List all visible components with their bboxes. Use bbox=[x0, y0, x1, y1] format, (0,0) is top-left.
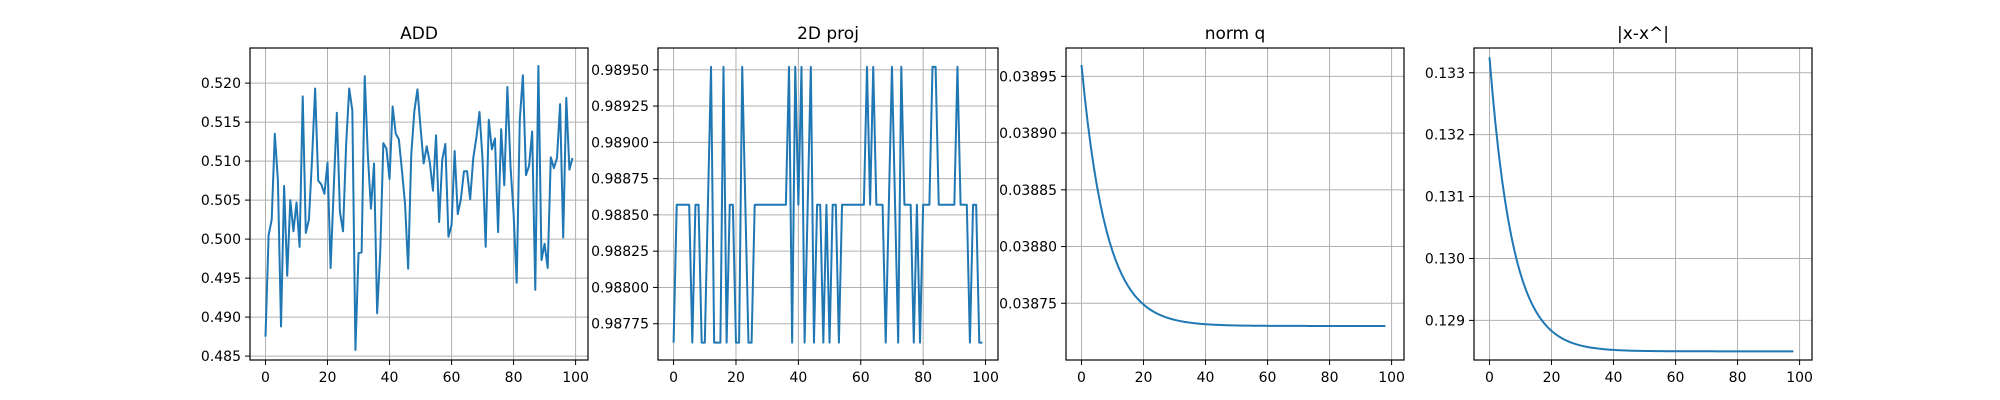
chart-1-xtick-label-2: 40 bbox=[789, 370, 807, 386]
chart-0-xtick-label-1: 20 bbox=[319, 370, 337, 386]
chart-2-ytick-label-4: 0.03895 bbox=[999, 69, 1057, 85]
chart-0-ytick-label-7: 0.520 bbox=[201, 76, 241, 92]
chart-1-axes-frame bbox=[657, 47, 999, 361]
chart-0-ytick-label-2: 0.495 bbox=[201, 271, 241, 287]
chart-1-ytick-label-6: 0.98925 bbox=[591, 99, 649, 115]
chart-2-xtick-label-3: 60 bbox=[1259, 370, 1277, 386]
chart-3-title: |x-x^| bbox=[1617, 24, 1669, 44]
chart-3-xtick-label-3: 60 bbox=[1667, 370, 1685, 386]
chart-2-ytick-label-2: 0.03885 bbox=[999, 183, 1057, 199]
chart-0-axes-frame bbox=[249, 47, 589, 361]
chart-3-ytick-label-1: 0.130 bbox=[1425, 251, 1465, 267]
chart-3-xtick-label-1: 20 bbox=[1543, 370, 1561, 386]
chart-3-series-line bbox=[1488, 57, 1794, 353]
chart-3-xtick-label-2: 40 bbox=[1605, 370, 1623, 386]
chart-1-ytick-label-3: 0.98850 bbox=[591, 208, 649, 224]
subplot-norm-q: 0 20 40 60 80 100 0.03875 0.03880 0.03885 0.03890… bbox=[999, 24, 1405, 386]
chart-3-ytick-label-4: 0.133 bbox=[1425, 66, 1465, 82]
chart-2-series-line bbox=[1080, 64, 1386, 327]
chart-1-xtick-label-5: 100 bbox=[972, 370, 999, 386]
chart-0-xtick-label-0: 0 bbox=[261, 370, 270, 386]
chart-0-ytick-label-3: 0.500 bbox=[201, 232, 241, 248]
chart-0-title: ADD bbox=[400, 24, 438, 44]
chart-0-ytick-label-6: 0.515 bbox=[201, 115, 241, 131]
chart-1-xtick-label-0: 0 bbox=[669, 370, 678, 386]
chart-2-xtick-label-1: 20 bbox=[1135, 370, 1153, 386]
chart-1-ytick-label-5: 0.98900 bbox=[591, 135, 649, 151]
chart-0-xtick-label-3: 60 bbox=[443, 370, 461, 386]
chart-1-xtick-label-3: 60 bbox=[852, 370, 870, 386]
chart-2-xtick-label-2: 40 bbox=[1197, 370, 1215, 386]
chart-1-ytick-label-7: 0.98950 bbox=[591, 63, 649, 79]
chart-2-xtick-label-5: 100 bbox=[1378, 370, 1405, 386]
chart-0-xtick-label-4: 80 bbox=[505, 370, 523, 386]
chart-3-xtick-label-0: 0 bbox=[1485, 370, 1494, 386]
chart-1-title: 2D proj bbox=[797, 24, 859, 44]
chart-2-xtick-label-4: 80 bbox=[1321, 370, 1339, 386]
chart-3-xtick-label-5: 100 bbox=[1786, 370, 1813, 386]
subplot-add: 0 20 40 60 80 100 0.485 0.490 0.495 0.500 0.505 0.5… bbox=[201, 24, 589, 386]
chart-0-ytick-label-4: 0.505 bbox=[201, 193, 241, 209]
chart-0-xtick-label-2: 40 bbox=[381, 370, 399, 386]
chart-0-series-line bbox=[264, 64, 574, 351]
chart-0-xtick-label-5: 100 bbox=[562, 370, 589, 386]
chart-3-axes-frame bbox=[1473, 47, 1813, 361]
chart-1-series-line bbox=[672, 65, 983, 344]
chart-2-ytick-label-0: 0.03875 bbox=[999, 296, 1057, 312]
chart-1-ytick-label-0: 0.98775 bbox=[591, 317, 649, 333]
chart-0-ytick-label-0: 0.485 bbox=[201, 349, 241, 365]
chart-1-xtick-label-1: 20 bbox=[727, 370, 745, 386]
chart-3-ytick-label-0: 0.129 bbox=[1425, 313, 1465, 329]
chart-1-xtick-label-4: 80 bbox=[914, 370, 932, 386]
chart-3-ytick-label-3: 0.132 bbox=[1425, 128, 1465, 144]
chart-2-ytick-label-1: 0.03880 bbox=[999, 240, 1057, 256]
chart-0-ytick-label-1: 0.490 bbox=[201, 310, 241, 326]
chart-1-ytick-label-4: 0.98875 bbox=[591, 172, 649, 188]
chart-2-xtick-label-0: 0 bbox=[1077, 370, 1086, 386]
chart-0-ytick-label-5: 0.510 bbox=[201, 154, 241, 170]
chart-2-title: norm q bbox=[1205, 24, 1266, 44]
chart-1-ytick-label-1: 0.98800 bbox=[591, 280, 649, 296]
chart-2-axes-frame bbox=[1065, 47, 1405, 361]
chart-1-ytick-label-2: 0.98825 bbox=[591, 244, 649, 260]
subplot-x-error: 0 20 40 60 80 100 0.129 0.130 0.131 0.132 0.133 |x-… bbox=[1425, 24, 1813, 386]
subplot-2d-proj: 0 20 40 60 80 100 0.98775 0.98800 0.98825 0.98850… bbox=[591, 24, 999, 386]
chart-3-xtick-label-4: 80 bbox=[1729, 370, 1747, 386]
chart-3-ytick-label-2: 0.131 bbox=[1425, 190, 1465, 206]
chart-2-ytick-label-3: 0.03890 bbox=[999, 126, 1057, 142]
